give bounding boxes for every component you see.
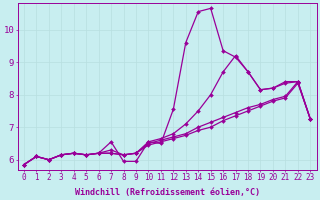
X-axis label: Windchill (Refroidissement éolien,°C): Windchill (Refroidissement éolien,°C) [75,188,260,197]
